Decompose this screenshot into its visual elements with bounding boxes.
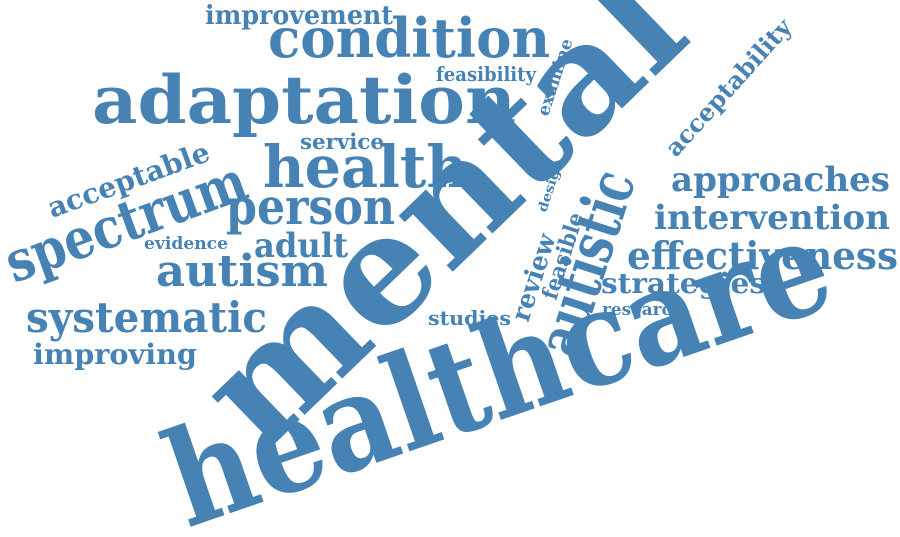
word-strategies: strategies bbox=[601, 267, 766, 300]
word-feasibility: feasibility bbox=[436, 62, 537, 86]
word-evidence: evidence bbox=[144, 234, 228, 254]
word-condition: condition bbox=[268, 6, 550, 70]
word-health: health bbox=[263, 133, 468, 201]
word-person: person bbox=[226, 177, 395, 236]
word-autism: autism bbox=[156, 246, 328, 297]
word-improvement: improvement bbox=[205, 1, 393, 31]
word-effectiveness: effectiveness bbox=[627, 233, 898, 278]
word-service: service bbox=[300, 129, 384, 154]
word-studies: studies bbox=[428, 306, 511, 330]
word-study: study bbox=[366, 242, 400, 255]
word-improving: improving bbox=[33, 338, 197, 371]
word-intervention: intervention bbox=[654, 198, 890, 238]
word-approaches: approaches bbox=[671, 160, 890, 200]
word-research: research bbox=[602, 300, 684, 320]
word-systematic: systematic bbox=[26, 293, 267, 342]
word-adult: adult bbox=[254, 226, 348, 266]
word-adaptation: adaptation bbox=[92, 61, 516, 139]
